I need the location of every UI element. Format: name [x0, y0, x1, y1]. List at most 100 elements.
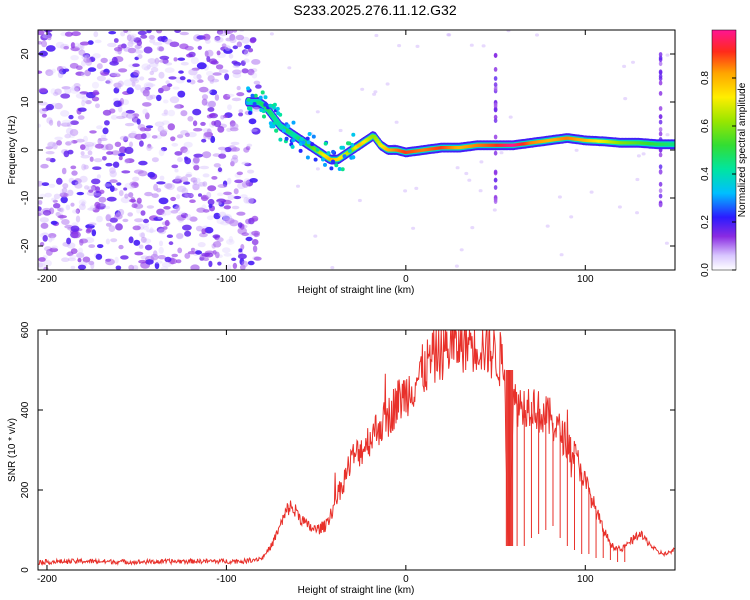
noise-blob — [84, 185, 90, 190]
noise-blob — [394, 120, 399, 124]
noise-blob — [47, 143, 54, 148]
noise-blob — [157, 255, 166, 260]
noise-blob — [117, 80, 124, 88]
noise-blob — [113, 87, 120, 94]
noise-blob — [163, 109, 168, 115]
noise-blob — [94, 143, 104, 149]
noise-blob — [80, 151, 85, 156]
ridge-scatter — [263, 102, 268, 107]
noise-blob — [478, 189, 483, 193]
noise-blob — [184, 252, 191, 259]
colorbar: 0.0 0.2 0.4 0.6 0.8 Normalized spectral ampl… — [700, 29, 748, 277]
noise-blob — [91, 178, 101, 185]
noise-blob — [192, 120, 198, 127]
noise-blob — [149, 38, 156, 44]
noise-blob — [71, 231, 81, 239]
noise-blob — [77, 257, 82, 263]
snr-ytick-label: 600 — [20, 321, 31, 338]
noise-blob — [464, 171, 469, 176]
noise-blob — [184, 132, 190, 137]
noise-blob — [43, 259, 52, 267]
noise-blob — [138, 259, 147, 264]
noise-blob — [131, 182, 139, 189]
noise-blob — [151, 193, 159, 199]
streak-blob — [658, 169, 663, 175]
noise-blob — [166, 234, 173, 238]
noise-blob — [198, 86, 209, 93]
noise-blob — [38, 30, 45, 36]
ridge-scatter — [290, 144, 295, 149]
ridge-scatter — [281, 128, 286, 133]
noise-blob — [139, 140, 144, 147]
noise-blob — [214, 94, 220, 101]
noise-blob — [57, 207, 62, 212]
noise-blob — [144, 191, 153, 197]
ridge-scatter — [271, 124, 276, 129]
noise-blob — [38, 41, 43, 45]
streak-blob — [658, 52, 663, 57]
noise-blob — [74, 86, 81, 92]
noise-blob — [156, 188, 162, 193]
noise-blob — [114, 141, 122, 147]
ridge-scatter — [305, 136, 310, 141]
noise-blob — [79, 175, 88, 183]
noise-blob — [116, 115, 126, 120]
noise-blob — [177, 247, 183, 254]
noise-blob — [149, 94, 157, 100]
ridge-scatter — [246, 97, 251, 102]
noise-blob — [296, 184, 300, 188]
noise-blob — [164, 219, 170, 227]
noise-blob — [617, 205, 622, 209]
noise-blob — [95, 103, 100, 109]
noise-blob — [287, 66, 292, 70]
noise-blob — [159, 130, 168, 137]
noise-blob — [232, 154, 238, 160]
noise-blob — [176, 185, 187, 193]
noise-blob — [236, 41, 243, 48]
noise-blob — [96, 63, 103, 70]
noise-blob — [209, 80, 214, 84]
noise-blob — [535, 33, 539, 37]
noise-blob — [183, 141, 193, 148]
noise-blob — [133, 77, 141, 81]
noise-blob — [69, 62, 79, 69]
noise-blob — [127, 212, 133, 217]
noise-blob — [133, 69, 140, 76]
noise-blob — [209, 89, 218, 96]
noise-blob — [374, 33, 379, 38]
noise-blob — [98, 137, 108, 142]
noise-blob — [234, 179, 244, 184]
noise-blob — [251, 127, 261, 135]
noise-blob — [64, 87, 72, 95]
noise-blob — [40, 163, 49, 169]
noise-blob — [79, 238, 84, 246]
noise-blob — [175, 232, 184, 240]
spectrogram-ytick-label: -20 — [20, 238, 31, 253]
noise-blob — [177, 57, 186, 61]
noise-blob — [202, 33, 211, 41]
noise-blob — [52, 199, 58, 203]
noise-blob — [253, 256, 262, 261]
noise-blob — [214, 35, 221, 41]
noise-blob — [255, 84, 262, 89]
noise-blob — [171, 164, 179, 169]
noise-blob — [92, 207, 100, 213]
noise-blob — [140, 232, 145, 239]
noise-blob — [227, 104, 232, 111]
ridge-scatter — [248, 106, 253, 111]
ridge-scatter — [301, 140, 306, 145]
ridge-scatter — [347, 141, 352, 146]
streak-blob — [493, 86, 498, 92]
noise-blob — [240, 194, 248, 199]
noise-blob — [39, 217, 49, 223]
noise-blob — [214, 201, 222, 206]
noise-blob — [249, 178, 258, 183]
noise-blob — [71, 170, 78, 176]
noise-blob — [160, 266, 169, 270]
noise-blob — [167, 123, 175, 131]
colorbar-gradient — [711, 29, 737, 271]
snr-ytick-label: 0 — [20, 567, 31, 573]
ridge-scatter — [342, 154, 347, 159]
noise-blob — [61, 167, 67, 175]
noise-blob — [124, 182, 134, 189]
